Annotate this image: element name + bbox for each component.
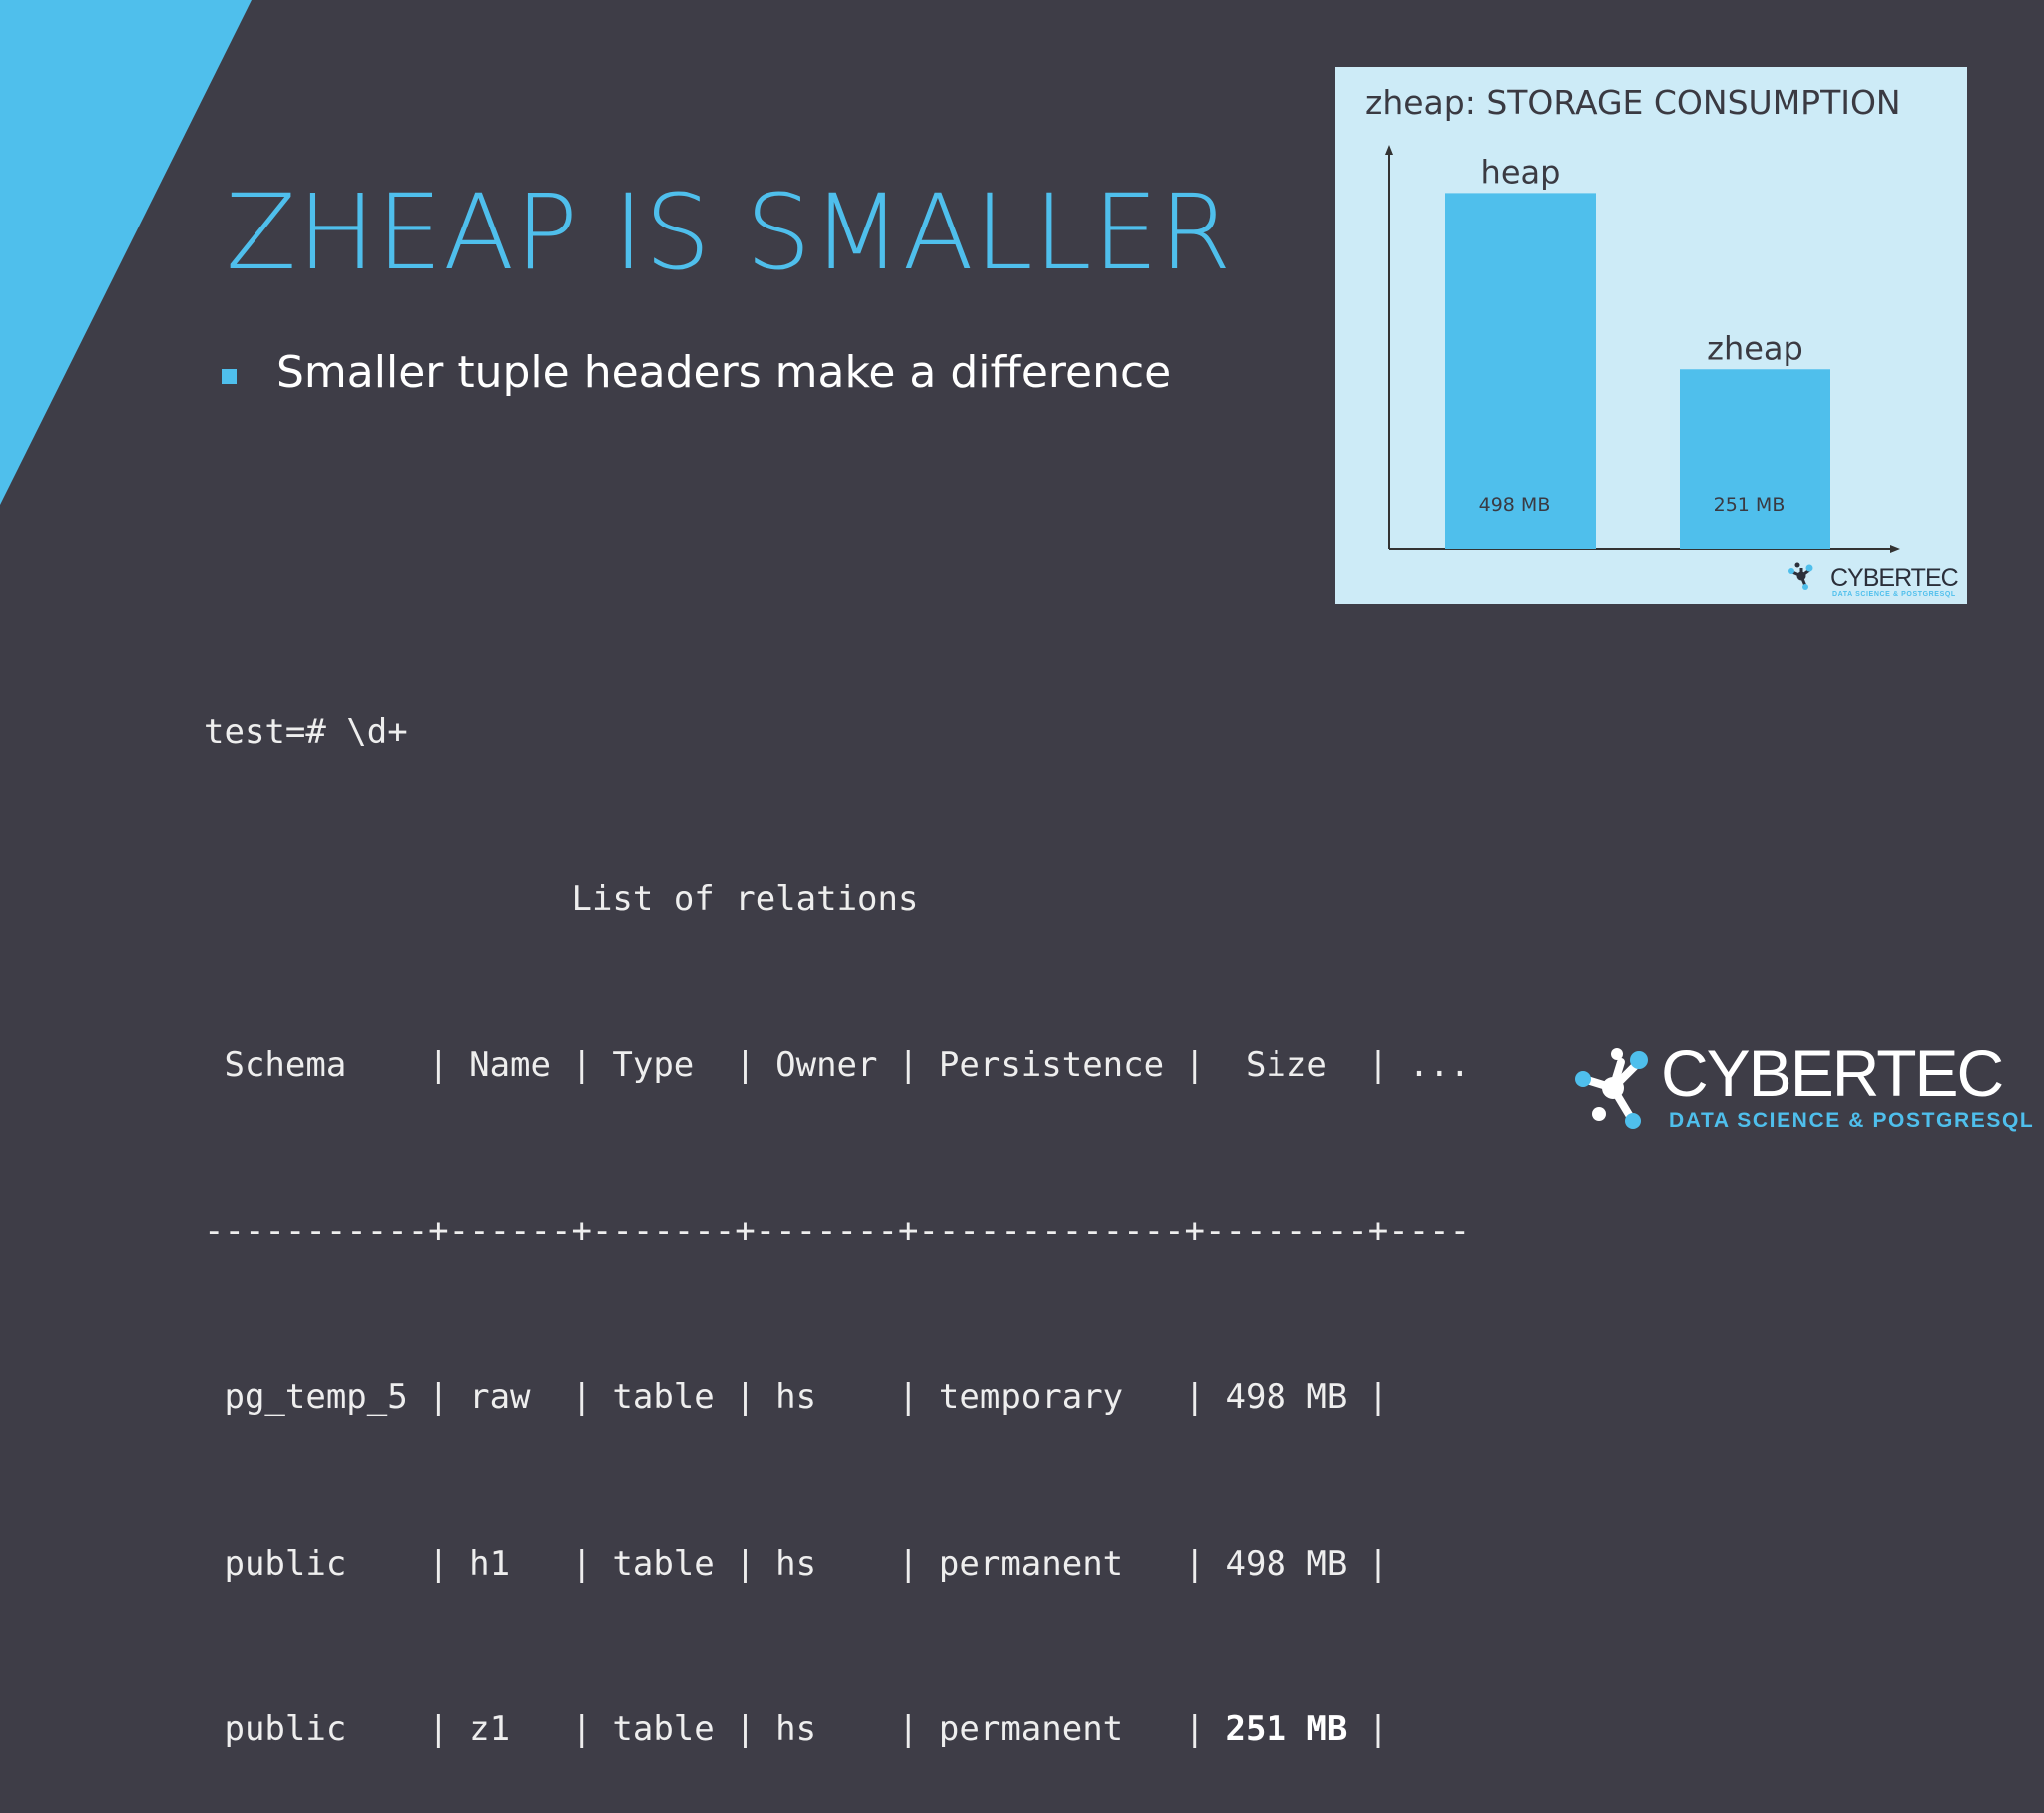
accent-wedge	[0, 0, 252, 505]
bullet-item: Smaller tuple headers make a difference	[222, 347, 1171, 398]
table-header: Schema | Name | Type | Owner | Persisten…	[204, 1045, 1471, 1085]
y-axis-arrow	[1385, 145, 1393, 155]
category-label-zheap: zheap	[1707, 329, 1803, 367]
size-cell-highlighted: 251 MB	[1225, 1709, 1348, 1749]
slide-title: ZHEAP IS SMALLER	[226, 172, 1233, 293]
row-end: |	[1347, 1377, 1389, 1417]
data-label-zheap: 251 MB	[1714, 494, 1786, 516]
molecule-icon	[1788, 562, 1813, 590]
bar-heap	[1445, 193, 1596, 549]
chart-logo: CYBERTEC DATA SCIENCE & POSTGRESQL	[1788, 562, 1960, 598]
psql-terminal-output: test=# \d+ List of relations Schema | Na…	[204, 595, 1470, 1813]
table-row: public | h1 | table | hs | permanent | 4…	[204, 1537, 1470, 1592]
bar-chart: zheap: STORAGE CONSUMPTION heap 498 MB zhe…	[1365, 83, 1960, 598]
footer-logo-icon-layer	[1575, 1048, 1648, 1129]
table-caption: List of relations	[204, 872, 1470, 928]
table-row: public | z1 | table | hs | permanent | 2…	[204, 1702, 1470, 1758]
bar-zheap	[1680, 369, 1830, 549]
bullet-text: Smaller tuple headers make a difference	[276, 347, 1172, 398]
footer-logo-wordmark: CYBERTEC	[1661, 1036, 2004, 1110]
row-end: |	[1347, 1709, 1389, 1749]
row-cells: pg_temp_5 | raw | table | hs | temporary…	[204, 1377, 1226, 1417]
chart-logo-tagline: DATA SCIENCE & POSTGRESQL	[1832, 591, 1956, 598]
footer-logo-tagline: DATA SCIENCE & POSTGRESQL	[1669, 1109, 2035, 1132]
chart-logo-wordmark: CYBERTEC	[1830, 564, 1959, 592]
chart-panel: zheap: STORAGE CONSUMPTION heap 498 MB zhe…	[1335, 67, 1967, 604]
size-cell: 498 MB	[1225, 1377, 1348, 1417]
x-axis-arrow	[1890, 545, 1900, 553]
bullet-marker	[222, 369, 237, 384]
table-separator: -----------+------+-------+-------+-----…	[204, 1210, 1471, 1251]
bullet-list: Smaller tuple headers make a difference	[222, 347, 1171, 398]
molecule-icon	[1575, 1048, 1648, 1129]
row-cells: public | h1 | table | hs | permanent |	[204, 1543, 1226, 1584]
chart-title: zheap: STORAGE CONSUMPTION	[1365, 83, 1901, 122]
size-cell: 498 MB	[1225, 1543, 1348, 1584]
data-label-heap: 498 MB	[1479, 494, 1551, 516]
row-end: |	[1347, 1543, 1389, 1584]
table-caption-text: List of relations	[571, 878, 919, 919]
row-cells: public | z1 | table | hs | permanent |	[204, 1709, 1226, 1749]
terminal-prompt: test=# \d+	[204, 712, 408, 752]
table-row: pg_temp_5 | raw | table | hs | temporary…	[204, 1370, 1470, 1426]
category-label-heap: heap	[1481, 153, 1561, 191]
